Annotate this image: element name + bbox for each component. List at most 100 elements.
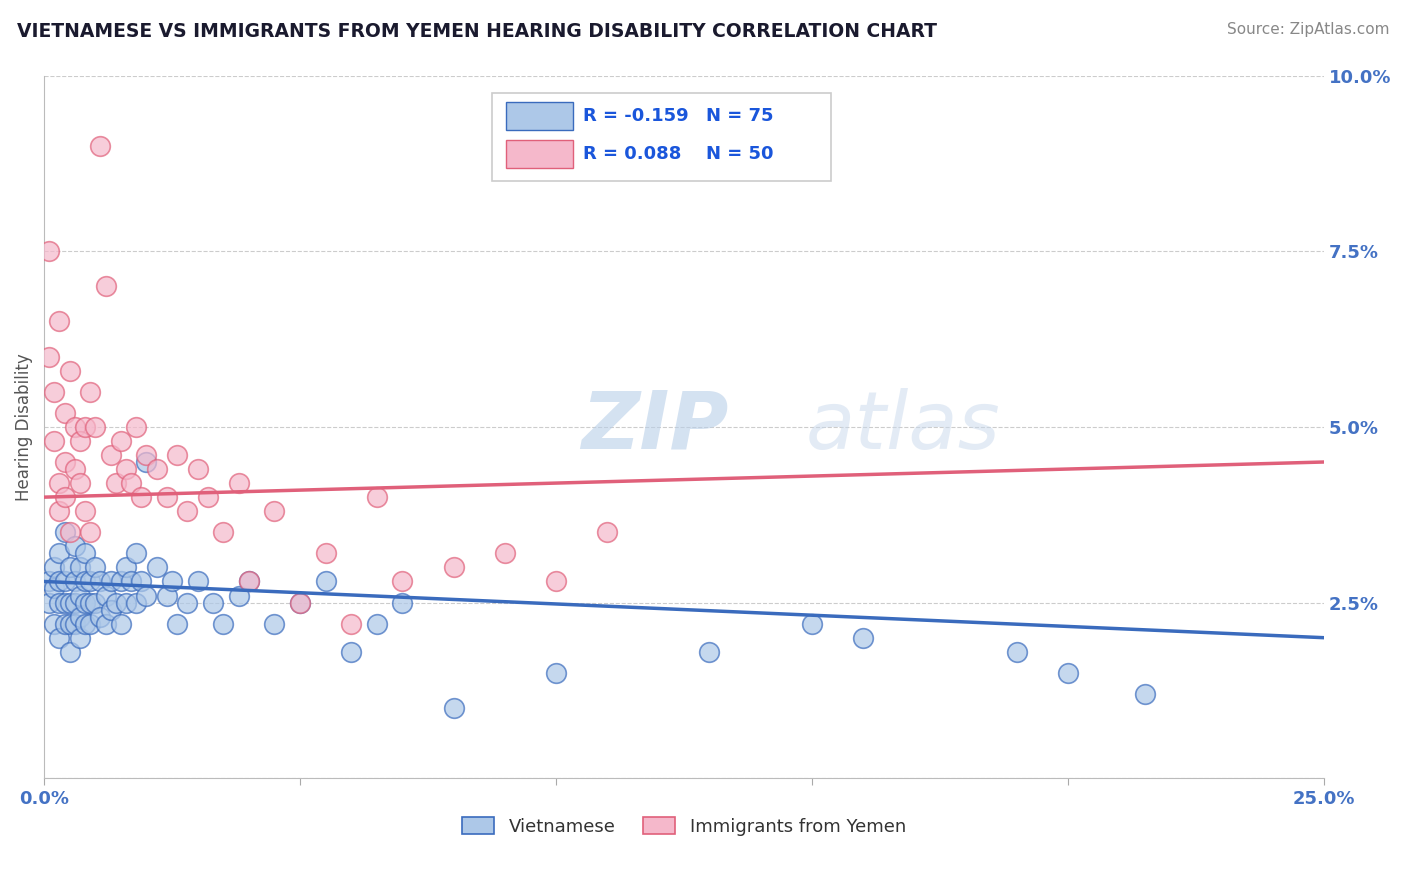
Point [135, 448, 157, 462]
Point [544, 574, 567, 589]
Text: N = 75: N = 75 [706, 107, 773, 125]
Text: VIETNAMESE VS IMMIGRANTS FROM YEMEN HEARING DISABILITY CORRELATION CHART: VIETNAMESE VS IMMIGRANTS FROM YEMEN HEAR… [17, 22, 936, 41]
FancyBboxPatch shape [492, 93, 831, 181]
Point [53, 490, 76, 504]
Point [228, 476, 250, 491]
Text: ZIP: ZIP [582, 388, 728, 466]
Point [89, 138, 111, 153]
Point [366, 616, 388, 631]
Point [212, 525, 235, 540]
Point [315, 546, 337, 560]
Point [59, 364, 82, 378]
Point [145, 462, 167, 476]
Point [79, 574, 101, 589]
Point [699, 645, 721, 659]
Point [288, 596, 311, 610]
Text: atlas: atlas [806, 388, 1000, 466]
Point [73, 574, 96, 589]
Point [1005, 645, 1028, 659]
Point [79, 384, 101, 399]
Point [443, 560, 465, 574]
FancyBboxPatch shape [506, 103, 572, 130]
Text: N = 50: N = 50 [706, 145, 773, 163]
Point [69, 560, 91, 574]
Point [228, 589, 250, 603]
Point [315, 574, 337, 589]
Point [48, 476, 70, 491]
Point [366, 490, 388, 504]
Point [48, 596, 70, 610]
Point [63, 420, 86, 434]
Point [63, 462, 86, 476]
Point [44, 434, 66, 448]
Y-axis label: Hearing Disability: Hearing Disability [15, 353, 32, 500]
Point [63, 596, 86, 610]
Point [84, 560, 107, 574]
Point [84, 596, 107, 610]
Point [63, 539, 86, 553]
Point [48, 504, 70, 518]
Point [156, 589, 179, 603]
Point [48, 631, 70, 645]
Point [48, 574, 70, 589]
Point [38, 244, 60, 259]
Point [73, 616, 96, 631]
Point [59, 616, 82, 631]
Point [544, 665, 567, 680]
Point [44, 560, 66, 574]
Point [197, 490, 219, 504]
Point [176, 504, 198, 518]
Point [73, 504, 96, 518]
Point [145, 560, 167, 574]
Point [238, 574, 260, 589]
Point [110, 434, 132, 448]
Point [131, 574, 153, 589]
Point [852, 631, 875, 645]
Point [69, 476, 91, 491]
Point [48, 546, 70, 560]
FancyBboxPatch shape [506, 140, 572, 169]
Point [166, 448, 188, 462]
Point [104, 596, 127, 610]
Point [53, 406, 76, 420]
Point [100, 574, 122, 589]
Point [166, 616, 188, 631]
Point [38, 350, 60, 364]
Point [187, 462, 209, 476]
Legend: Vietnamese, Immigrants from Yemen: Vietnamese, Immigrants from Yemen [454, 810, 912, 843]
Point [100, 448, 122, 462]
Point [44, 616, 66, 631]
Point [38, 574, 60, 589]
Point [288, 596, 311, 610]
Point [115, 462, 138, 476]
Point [443, 701, 465, 715]
Point [94, 589, 117, 603]
Point [69, 589, 91, 603]
Point [125, 546, 148, 560]
Point [69, 434, 91, 448]
Point [1056, 665, 1078, 680]
Point [596, 525, 619, 540]
Point [800, 616, 823, 631]
Point [187, 574, 209, 589]
Point [73, 546, 96, 560]
Point [69, 609, 91, 624]
Point [494, 546, 516, 560]
Point [120, 476, 142, 491]
Point [94, 279, 117, 293]
Point [135, 455, 157, 469]
Text: Source: ZipAtlas.com: Source: ZipAtlas.com [1226, 22, 1389, 37]
Point [391, 596, 413, 610]
Point [69, 631, 91, 645]
Point [44, 384, 66, 399]
Point [115, 560, 138, 574]
Point [340, 616, 363, 631]
Point [53, 596, 76, 610]
Point [263, 504, 285, 518]
Point [120, 574, 142, 589]
Point [125, 420, 148, 434]
Point [48, 314, 70, 328]
Point [79, 525, 101, 540]
Point [110, 574, 132, 589]
Point [73, 596, 96, 610]
